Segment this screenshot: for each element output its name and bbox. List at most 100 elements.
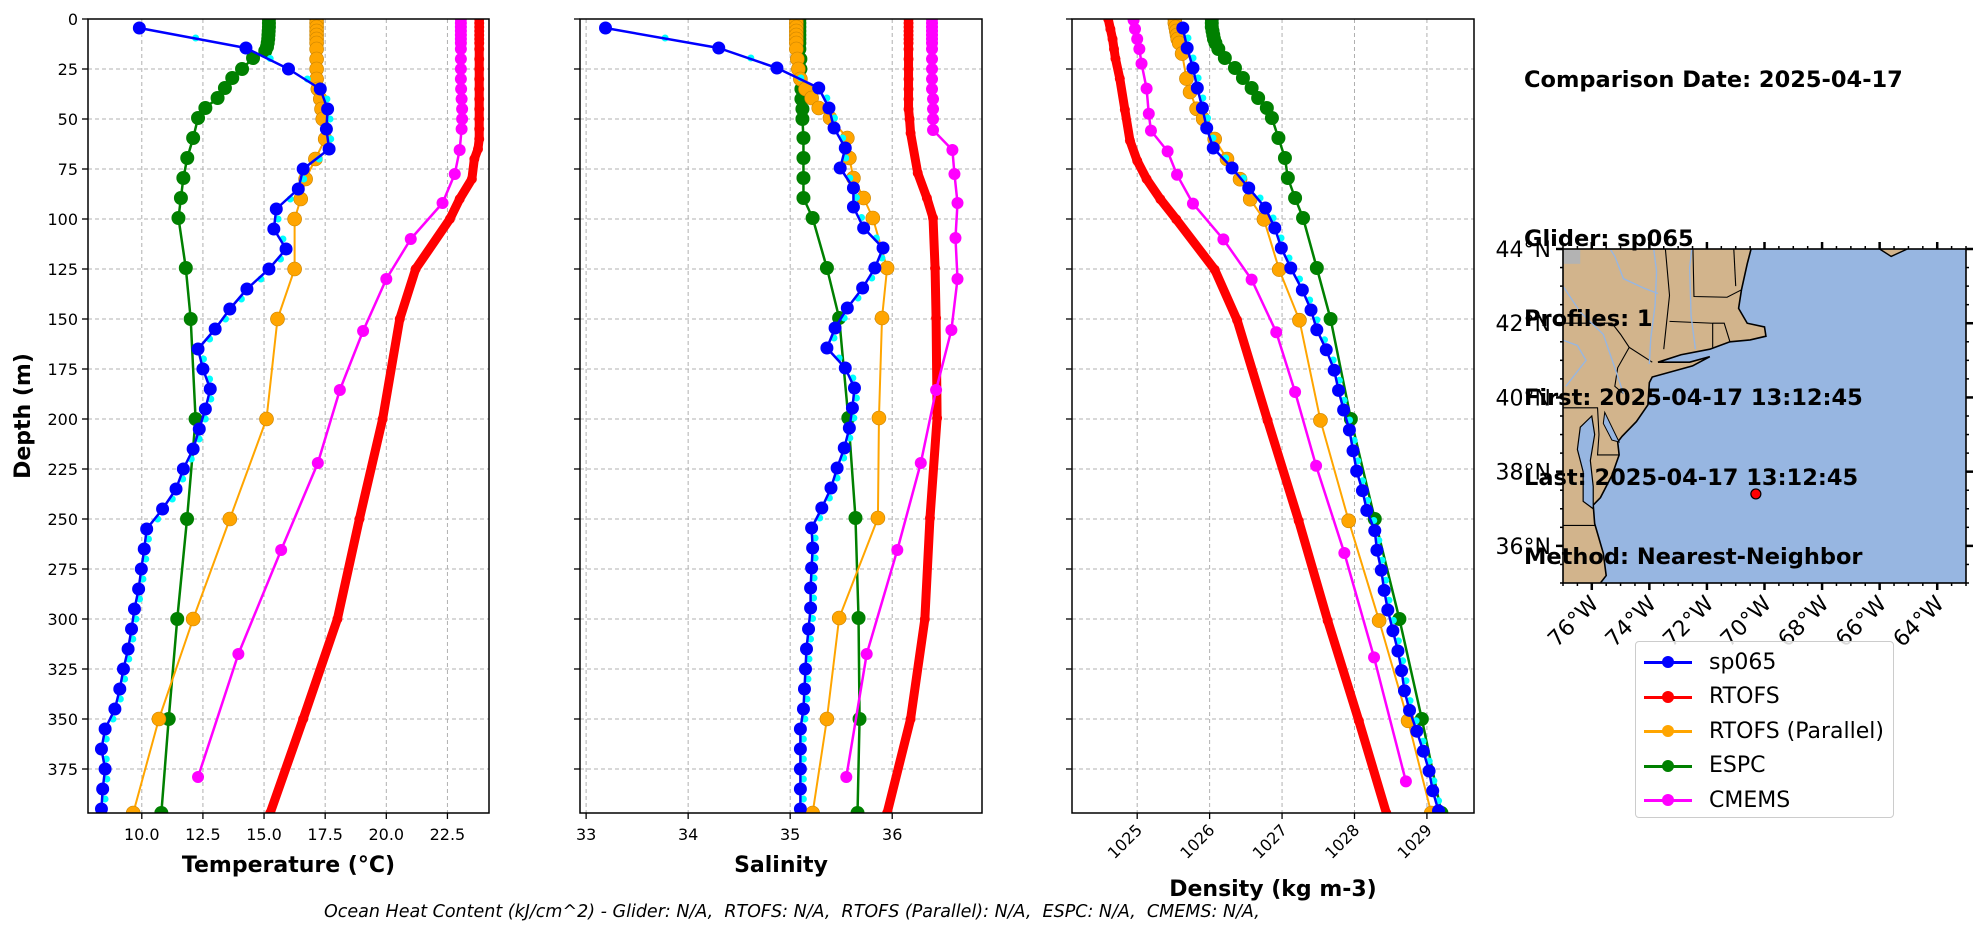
data-point-cmems	[192, 771, 205, 783]
data-point-espc	[171, 211, 186, 225]
data-point-cmems	[380, 273, 393, 285]
data-point-sp065	[802, 622, 816, 636]
chesapeake-bay	[1576, 414, 1596, 510]
plot-area	[1103, 19, 1449, 813]
y-tick-label: 25	[58, 60, 78, 79]
data-point-rtofs	[474, 94, 485, 104]
x-tick-label: 17.5	[307, 825, 343, 844]
data-point-rtofs	[1105, 24, 1116, 34]
last-time: Last: 2025-04-17 13:12:45	[1524, 464, 1859, 491]
data-point-sp065	[1200, 121, 1214, 135]
data-point-cmems	[333, 384, 346, 396]
data-point-cmems	[454, 73, 467, 85]
data-point-rtofs	[474, 54, 485, 64]
series-line-sp065	[605, 26, 885, 809]
data-point-cmems	[456, 113, 469, 125]
data-point-sp065	[113, 682, 127, 696]
x-tick-label: 1025	[1104, 820, 1146, 862]
data-point-rtofs	[354, 514, 365, 524]
data-point-espc	[1244, 81, 1259, 95]
data-point-rtofs	[921, 193, 932, 203]
axes-frame	[87, 18, 490, 814]
data-point-rtofs	[332, 614, 343, 624]
data-point-sp065	[1360, 503, 1374, 517]
data-point-espc	[183, 312, 198, 326]
data-point-sp065	[1180, 41, 1194, 55]
data-point-sp065	[846, 200, 860, 214]
data-point-rtofs	[454, 194, 465, 204]
data-point-rtofs-parallel	[151, 711, 167, 727]
data-point-sp065	[1274, 241, 1288, 255]
temperature-panel: 10.0 12.5 15.0 17.5 20.0 22.5 0 25 50 75 100 125 150…	[47, 10, 490, 878]
y-tick-label: 100	[47, 210, 78, 229]
y-tick-label: 350	[47, 710, 78, 729]
data-point-rtofs	[903, 84, 914, 94]
map-lon-label: 76°W	[1543, 591, 1604, 652]
data-point-rtofs	[905, 128, 916, 138]
legend-item-rtofs: RTOFS	[1636, 680, 1893, 715]
data-point-rtofs	[474, 44, 485, 54]
data-point-sp065	[279, 242, 293, 256]
plot-area	[94, 19, 485, 813]
y-tick-label: 175	[47, 360, 78, 379]
data-point-cmems	[927, 103, 940, 115]
x-tick-label: 34	[678, 825, 698, 844]
data-point-espc	[191, 111, 206, 125]
data-point-cmems	[926, 73, 939, 85]
data-point-cmems	[927, 124, 940, 136]
data-point-sp065	[108, 702, 122, 716]
data-point-cmems	[1270, 326, 1283, 339]
salinity-panel: 33 34 35 36 Salinity	[574, 18, 983, 878]
legend-swatch-icon	[1644, 756, 1692, 776]
data-point-rtofs	[924, 513, 935, 523]
data-point-cmems	[1289, 386, 1302, 398]
data-point-sp065	[196, 362, 210, 376]
data-point-rtofs	[474, 114, 485, 124]
data-point-sp065	[805, 561, 819, 575]
data-point-rtofs-parallel	[865, 210, 881, 226]
data-point-sp065	[262, 262, 276, 276]
legend-swatch-icon	[1644, 687, 1692, 707]
data-point-rtofs	[1124, 135, 1135, 146]
data-point-rtofs	[903, 104, 914, 114]
data-point-rtofs	[919, 614, 930, 624]
data-point-sp065	[296, 162, 310, 176]
data-point-sp065	[1350, 464, 1364, 478]
data-point-espc	[796, 171, 811, 185]
data-point-rtofs	[474, 104, 485, 114]
data-point-sp065	[868, 261, 882, 275]
data-point-cmems	[455, 123, 468, 135]
legend-swatch-icon	[1644, 652, 1692, 672]
data-point-rtofs	[1107, 34, 1118, 44]
data-point-sp065	[770, 61, 784, 75]
data-point-cmems	[436, 197, 449, 209]
data-point-cmems	[1245, 273, 1258, 286]
data-point-rtofs	[1103, 19, 1114, 24]
data-point-sp065	[1304, 303, 1318, 317]
data-point-sp065	[1426, 784, 1440, 798]
x-tick-label: 10.0	[124, 825, 160, 844]
data-point-rtofs-parallel	[1271, 262, 1287, 277]
data-point-rtofs	[912, 168, 923, 178]
data-point-cmems	[1142, 107, 1155, 120]
data-point-cmems	[951, 273, 964, 285]
data-point-espc	[170, 612, 185, 626]
data-point-sp065	[239, 41, 253, 55]
river	[1688, 249, 1697, 350]
x-tick-label: 22.5	[430, 825, 466, 844]
data-point-cmems	[860, 648, 873, 660]
legend-item-espc: ESPC	[1636, 749, 1893, 784]
map-lat-label: 38°N	[1496, 461, 1551, 486]
data-point-rtofs	[472, 144, 483, 154]
data-point-espc	[1288, 191, 1303, 205]
data-point-cmems	[914, 457, 927, 469]
river	[1648, 249, 1658, 365]
data-point-sp065	[1258, 201, 1272, 215]
data-point-cmems	[232, 648, 245, 660]
data-point-sp065	[169, 482, 183, 496]
data-point-espc	[225, 71, 240, 85]
data-point-rtofs-parallel	[1179, 71, 1194, 86]
x-tick-label: 1026	[1176, 820, 1218, 862]
data-point-rtofs-parallel	[259, 411, 274, 427]
data-point-espc	[796, 131, 811, 145]
